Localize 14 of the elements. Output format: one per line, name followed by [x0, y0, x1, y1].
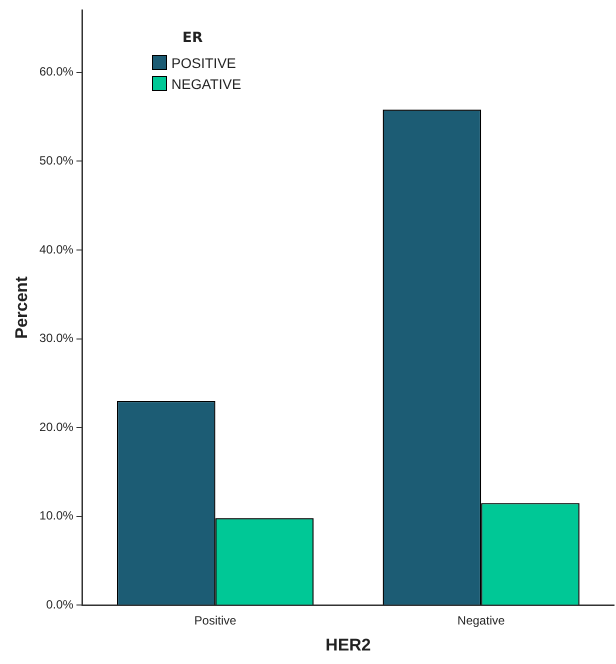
x-tick-label: Positive: [194, 614, 237, 628]
legend-label: NEGATIVE: [171, 76, 242, 92]
y-tick-label: 30.0%: [39, 331, 74, 346]
y-tick-label: 40.0%: [39, 242, 74, 256]
legend-label: POSITIVE: [171, 54, 236, 71]
y-axis-title: Percent: [12, 276, 31, 339]
y-tick-label: 10.0%: [39, 508, 74, 523]
y-tick-label: 0.0%: [46, 598, 74, 612]
y-tick-label: 50.0%: [39, 153, 74, 168]
legend-title: ER: [182, 30, 204, 46]
y-tick-label: 60.0%: [39, 64, 74, 79]
x-tick-label: Negative: [457, 614, 506, 628]
x-axis-title: HER2: [326, 635, 371, 654]
y-tick-label: 20.0%: [39, 420, 74, 434]
